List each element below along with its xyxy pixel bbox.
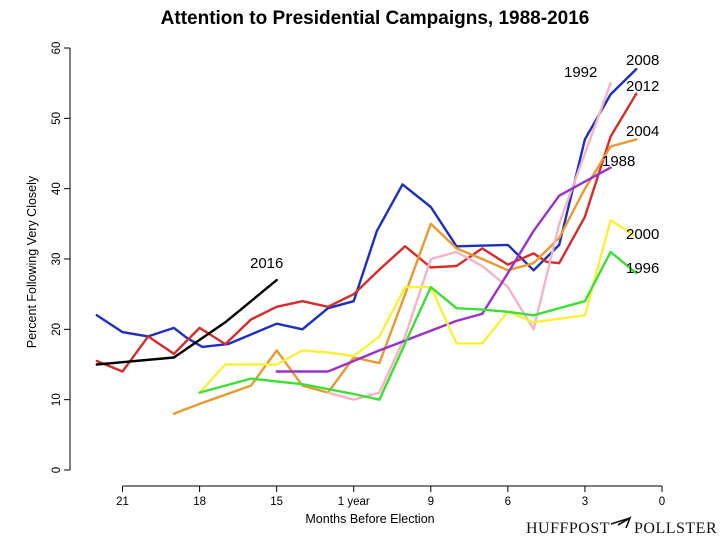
x-axis-label: Months Before Election (305, 512, 434, 526)
series-label-2008: 2008 (626, 52, 659, 69)
y-tick-label: 50 (51, 112, 63, 125)
series-label-2016: 2016 (250, 255, 283, 272)
y-tick-label: 30 (51, 253, 63, 266)
x-tick-label: 18 (193, 496, 206, 508)
x-tick-label: 3 (582, 496, 588, 508)
series-label-2012: 2012 (626, 78, 659, 95)
y-tick-label: 40 (51, 182, 63, 195)
y-tick-label: 20 (51, 323, 63, 336)
series-label-2004: 2004 (626, 123, 659, 140)
y-tick-label: 10 (51, 393, 63, 406)
chart-title: Attention to Presidential Campaigns, 198… (161, 8, 590, 29)
arrow-icon (610, 516, 632, 529)
series-line-2004 (172, 138, 638, 415)
series-line-1992 (326, 81, 612, 401)
series-line-2008 (95, 67, 638, 349)
brand-huffpost: HUFFPOST (526, 520, 610, 537)
series-line-1988 (275, 166, 612, 373)
series-lines (95, 67, 638, 415)
x-tick-label: 15 (270, 496, 283, 508)
brand-pollster: POLLSTER (634, 520, 717, 537)
x-tick-label: 9 (428, 496, 434, 508)
x-tick-label: 0 (659, 496, 665, 508)
series-label-1992: 1992 (564, 64, 597, 81)
y-tick-label: 60 (51, 42, 63, 55)
y-axis-label: Percent Following Very Closely (25, 175, 39, 348)
x-tick-label: 1 year (338, 496, 370, 508)
series-label-1996: 1996 (626, 260, 659, 277)
x-tick-label: 6 (505, 496, 511, 508)
series-labels: 2008 1992 2012 2004 1988 2000 1996 2016 (250, 52, 659, 277)
y-tick-label: 0 (51, 467, 63, 473)
series-line-2000 (198, 219, 638, 394)
series-line-2016 (95, 278, 278, 366)
series-label-2000: 2000 (626, 226, 659, 243)
x-tick-label: 21 (116, 496, 129, 508)
brand-logo: HUFFPOST POLLSTER (526, 516, 717, 537)
series-line-1996 (198, 250, 638, 401)
series-label-1988: 1988 (602, 153, 635, 170)
